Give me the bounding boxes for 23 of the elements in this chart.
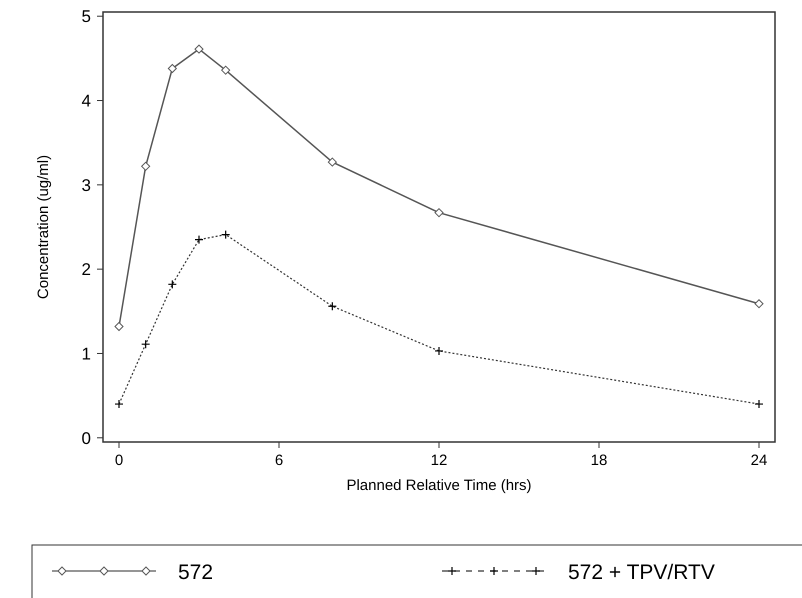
x-tick-label: 12 [430, 452, 448, 469]
point [328, 158, 337, 167]
x-tick-label: 24 [750, 452, 768, 469]
y-tick-label: 2 [82, 260, 91, 280]
legend-label: 572 [178, 561, 214, 584]
x-tick-label: 6 [274, 452, 284, 469]
point [221, 66, 230, 75]
point [114, 322, 124, 331]
y-axis-title: Concentration (ug/ml) [35, 154, 52, 300]
point [754, 299, 764, 308]
point [434, 208, 444, 218]
x-tick-label: 18 [590, 452, 608, 469]
x-tick-label: 0 [114, 452, 124, 469]
point [141, 162, 150, 171]
y-tick-label: 1 [82, 344, 91, 364]
legend-label: 572 + TPV/RTV [568, 561, 715, 584]
y-tick-label: 5 [82, 7, 91, 26]
y-tick-label: 4 [82, 92, 91, 111]
point [194, 44, 204, 54]
y-tick-label: 3 [82, 176, 91, 195]
point [168, 64, 177, 73]
y-tick-label: 0 [82, 428, 91, 448]
x-axis-title: Planned Relative Time (hrs) [346, 477, 532, 494]
